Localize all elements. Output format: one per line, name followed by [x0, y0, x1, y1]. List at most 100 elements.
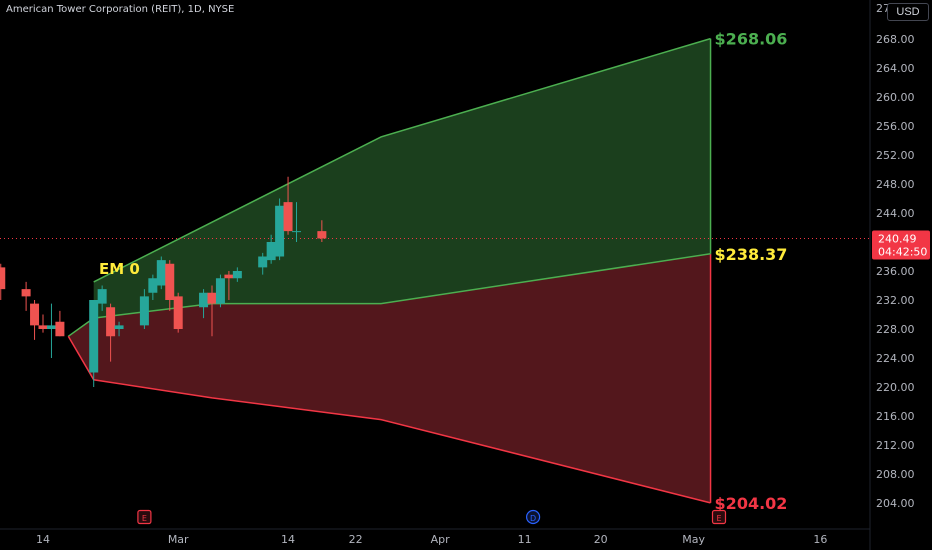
candle-body — [283, 202, 293, 232]
y-tick-label: 248.00 — [876, 178, 915, 191]
candle — [317, 220, 327, 242]
candle-body — [30, 303, 40, 326]
candle — [199, 289, 209, 319]
candle — [266, 234, 276, 264]
candle-body — [215, 278, 225, 304]
y-tick-label: 252.00 — [876, 149, 915, 162]
y-tick-label: 264.00 — [876, 62, 915, 75]
dividend-marker: D — [525, 509, 541, 525]
candle — [0, 263, 6, 300]
y-tick-label: 268.00 — [876, 33, 915, 46]
y-tick-label: 256.00 — [876, 120, 915, 133]
candle — [30, 300, 40, 340]
last-price-badge — [872, 230, 930, 260]
candle — [283, 176, 293, 235]
candle-body — [317, 231, 327, 239]
candle-body — [0, 267, 6, 290]
y-tick-label: 228.00 — [876, 323, 915, 336]
candle — [232, 267, 242, 282]
candle — [173, 292, 183, 333]
y-tick-label: 244.00 — [876, 207, 915, 220]
currency-button[interactable]: USD — [887, 3, 929, 21]
event-marker-label: D — [530, 514, 536, 523]
lower-band-fill — [68, 253, 711, 503]
candle — [275, 198, 285, 261]
candles — [0, 176, 327, 387]
x-tick-label: 11 — [518, 533, 532, 546]
candle — [215, 274, 225, 308]
candle-body — [89, 300, 99, 373]
candle — [148, 274, 158, 300]
candle — [106, 303, 116, 362]
event-marker-label: E — [716, 514, 721, 523]
candle-body — [55, 321, 65, 337]
y-tick-label: 220.00 — [876, 381, 915, 394]
y-tick-label: 212.00 — [876, 439, 915, 452]
lower-band-line — [67, 335, 711, 504]
band-labels: $268.06 $238.37 $204.02 EM 0 — [99, 30, 787, 513]
earnings-icon — [711, 509, 727, 525]
candle — [156, 256, 166, 290]
dividend-icon — [525, 509, 541, 525]
candle — [38, 314, 48, 333]
event-marker-label: E — [142, 514, 147, 523]
y-tick-label-partial: 27 — [876, 2, 890, 15]
candle — [292, 202, 301, 242]
expected-move-bands — [67, 37, 712, 504]
candle-body — [38, 325, 48, 329]
x-tick-label: Apr — [431, 533, 451, 546]
last-price-countdown: 04:42:50 — [878, 245, 927, 258]
x-tick-label: Mar — [168, 533, 189, 546]
x-tick-label: 16 — [813, 533, 827, 546]
upper-band-line — [93, 37, 711, 283]
x-axis[interactable]: 14 Mar 14 22 Apr 11 20 May 16 E D E — [0, 509, 870, 547]
earnings-icon — [137, 509, 152, 525]
candle-body — [165, 263, 175, 300]
candle — [46, 303, 56, 358]
candle — [139, 289, 149, 329]
candle-body — [258, 256, 268, 268]
candle — [224, 271, 234, 300]
mid-target-label: $238.37 — [715, 245, 788, 264]
candle — [89, 300, 99, 387]
chart-title: American Tower Corporation (REIT), 1D, N… — [6, 4, 235, 15]
candle-body — [292, 231, 301, 233]
y-tick-label: 204.00 — [876, 497, 915, 510]
candle-body — [139, 296, 149, 326]
candle — [97, 285, 107, 311]
candle — [114, 321, 124, 337]
y-tick-label: 216.00 — [876, 410, 915, 423]
candle-body — [46, 325, 56, 329]
candle-body — [207, 292, 217, 304]
candle-body — [148, 278, 158, 293]
upper-band-fill — [93, 38, 711, 319]
candle-body — [97, 289, 107, 304]
x-tick-label: 14 — [281, 533, 295, 546]
upper-target-label: $268.06 — [715, 30, 788, 49]
candle-body — [232, 271, 242, 279]
y-tick-label: 224.00 — [876, 352, 915, 365]
candle — [165, 260, 175, 311]
candle — [258, 252, 268, 275]
em-label: EM 0 — [99, 260, 140, 278]
y-tick-label: 236.00 — [876, 265, 915, 278]
y-tick-label: 260.00 — [876, 91, 915, 104]
candle-body — [199, 292, 209, 308]
candle-body — [275, 205, 285, 257]
lower-target-label: $204.02 — [715, 494, 788, 513]
x-tick-label: May — [682, 533, 705, 546]
earnings-marker: E — [711, 509, 727, 525]
candle — [21, 281, 31, 311]
candle — [207, 285, 217, 337]
candle-body — [21, 289, 31, 297]
candle-body — [224, 274, 234, 279]
earnings-marker: E — [137, 509, 152, 525]
y-tick-label: 208.00 — [876, 468, 915, 481]
last-price-value: 240.49 — [878, 232, 917, 245]
candle-body — [156, 260, 166, 286]
y-tick-label: 232.00 — [876, 294, 915, 307]
candle-body — [173, 296, 183, 329]
x-tick-label: 22 — [349, 533, 363, 546]
y-axis[interactable]: 204.00 208.00 212.00 216.00 220.00 224.00 228.… — [869, 0, 930, 550]
